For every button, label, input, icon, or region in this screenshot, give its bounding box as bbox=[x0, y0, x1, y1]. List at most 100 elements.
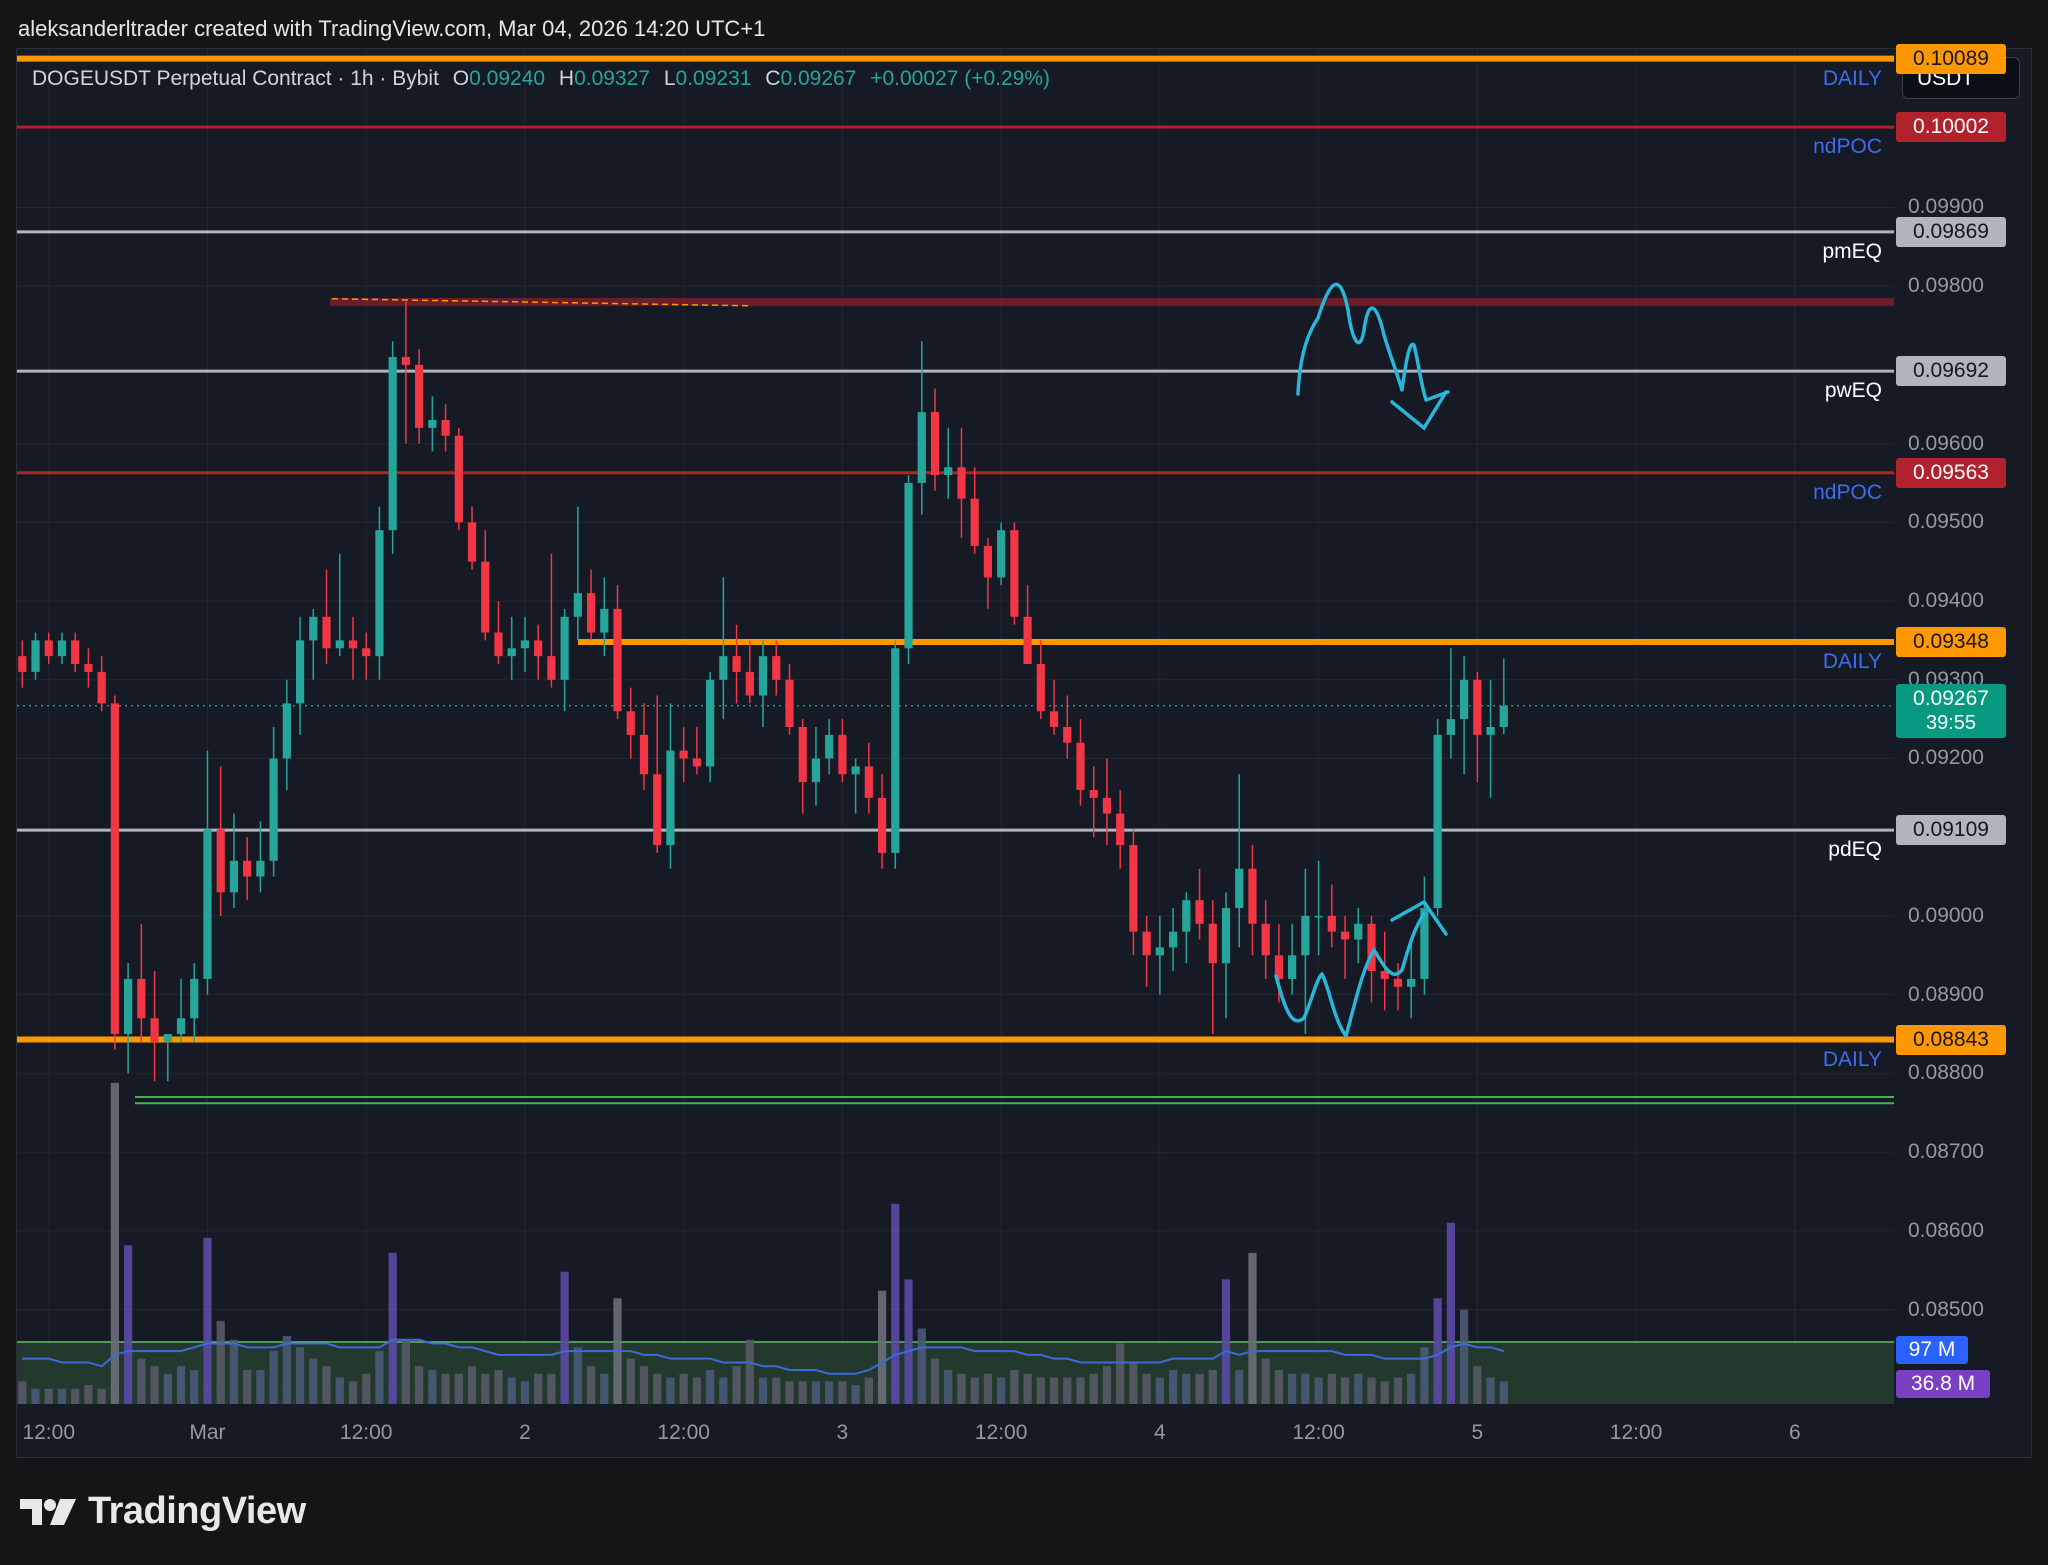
candle-body bbox=[335, 640, 344, 649]
dashed-trendline bbox=[331, 298, 753, 307]
level-price-badge: 0.10002 bbox=[1896, 112, 2006, 143]
volume-bar bbox=[547, 1373, 556, 1404]
volume-bar bbox=[706, 1370, 715, 1404]
volume-bar bbox=[692, 1377, 702, 1404]
candle-body bbox=[362, 648, 371, 657]
candle-body bbox=[295, 640, 305, 704]
candle-body bbox=[758, 656, 768, 696]
volume-bar bbox=[507, 1377, 516, 1404]
candle-body bbox=[1182, 900, 1191, 932]
volume-bar bbox=[851, 1385, 860, 1404]
volume-bar bbox=[1036, 1377, 1045, 1404]
y-tick-label: 0.08600 bbox=[1908, 1218, 1984, 1242]
bearish-projection-arrow bbox=[1296, 282, 1450, 402]
volume-bar bbox=[1168, 1370, 1178, 1404]
candle-body bbox=[666, 750, 675, 846]
volume-badge: 97 M bbox=[1896, 1336, 1968, 1364]
candle-body bbox=[31, 640, 40, 672]
level-tag: ndPOC bbox=[1813, 480, 1882, 504]
volume-bar bbox=[1076, 1377, 1085, 1404]
volume-bar bbox=[1420, 1347, 1429, 1404]
volume-bar bbox=[970, 1377, 979, 1404]
candle-body bbox=[1235, 868, 1244, 909]
tradingview-brand: TradingView bbox=[88, 1490, 306, 1532]
volume-bar bbox=[891, 1203, 900, 1404]
volume-bar bbox=[983, 1373, 993, 1404]
x-tick-label: 4 bbox=[1154, 1421, 1166, 1444]
candle-body bbox=[745, 671, 754, 696]
volume-bar bbox=[997, 1377, 1006, 1404]
chart-panel[interactable] bbox=[16, 48, 2032, 1458]
volume-bar bbox=[600, 1373, 609, 1404]
candle-body bbox=[864, 766, 873, 798]
candle-body bbox=[1460, 679, 1469, 720]
volume-bar bbox=[1486, 1377, 1495, 1404]
volume-bar bbox=[150, 1366, 159, 1404]
x-tick-label: 2 bbox=[519, 1421, 531, 1444]
volume-bar bbox=[1460, 1309, 1469, 1404]
candle-body bbox=[243, 860, 252, 877]
volume-bar bbox=[282, 1336, 291, 1404]
candle-body bbox=[917, 412, 926, 483]
x-tick-label: 12:00 bbox=[22, 1421, 76, 1444]
candle-body bbox=[1063, 727, 1072, 743]
candle-body bbox=[71, 640, 80, 665]
candle-body bbox=[811, 758, 821, 783]
candle-body bbox=[1102, 797, 1112, 814]
candle-body bbox=[1367, 923, 1376, 972]
volume-bar bbox=[1340, 1377, 1350, 1404]
volume-bar bbox=[362, 1373, 371, 1404]
volume-bar bbox=[1433, 1298, 1442, 1404]
candle-body bbox=[176, 1018, 186, 1035]
tradingview-logo[interactable]: TradingView bbox=[20, 1490, 306, 1533]
candle-body bbox=[534, 640, 543, 657]
volume-bar bbox=[176, 1366, 186, 1404]
attribution-text: aleksanderltrader created with TradingVi… bbox=[18, 16, 766, 41]
candle-body bbox=[997, 530, 1006, 578]
volume-bar bbox=[467, 1366, 477, 1404]
level-price-badge: 0.10089 bbox=[1896, 43, 2006, 74]
volume-bar bbox=[772, 1377, 781, 1404]
candle-body bbox=[1129, 845, 1138, 932]
candle-body bbox=[18, 656, 27, 672]
symbol-name[interactable]: DOGEUSDT Perpetual Contract · 1h · Bybit bbox=[32, 67, 439, 90]
candle-body bbox=[983, 545, 993, 578]
volume-bar bbox=[1248, 1252, 1257, 1404]
volume-bar bbox=[375, 1351, 384, 1404]
candle-body bbox=[600, 608, 609, 633]
volume-bar bbox=[1499, 1381, 1508, 1404]
volume-bar bbox=[428, 1370, 437, 1404]
volume-bar bbox=[758, 1377, 768, 1404]
candle-body bbox=[877, 797, 887, 853]
volume-bar bbox=[1274, 1370, 1284, 1404]
volume-bar bbox=[825, 1381, 834, 1404]
candle-body bbox=[1010, 530, 1019, 617]
open-label: O bbox=[452, 67, 470, 90]
level-tag: DAILY bbox=[1822, 1047, 1882, 1071]
candle-body bbox=[190, 978, 199, 1019]
volume-bar bbox=[520, 1381, 530, 1404]
candle-body bbox=[1089, 789, 1098, 798]
volume-bar bbox=[216, 1320, 225, 1404]
volume-bar bbox=[719, 1377, 728, 1404]
candle-body bbox=[639, 734, 649, 775]
level-price-badge: 0.09563 bbox=[1896, 457, 2006, 488]
volume-bar bbox=[269, 1351, 278, 1404]
candle-body bbox=[1142, 931, 1151, 956]
volume-bar bbox=[666, 1377, 675, 1404]
candle-body bbox=[229, 860, 239, 893]
volume-bar bbox=[1288, 1373, 1297, 1404]
volume-bar bbox=[1261, 1358, 1270, 1404]
candle-body bbox=[256, 860, 265, 877]
candle-body bbox=[1023, 616, 1032, 665]
candle-body bbox=[930, 412, 940, 476]
candle-body bbox=[970, 498, 979, 546]
y-tick-label: 0.09900 bbox=[1908, 195, 1984, 219]
y-tick-label: 0.09800 bbox=[1908, 274, 1984, 298]
candle-body bbox=[520, 640, 530, 649]
candle-body bbox=[613, 608, 622, 712]
volume-bar bbox=[441, 1373, 450, 1404]
candle-body bbox=[1354, 923, 1363, 940]
candle-body bbox=[124, 978, 133, 1035]
